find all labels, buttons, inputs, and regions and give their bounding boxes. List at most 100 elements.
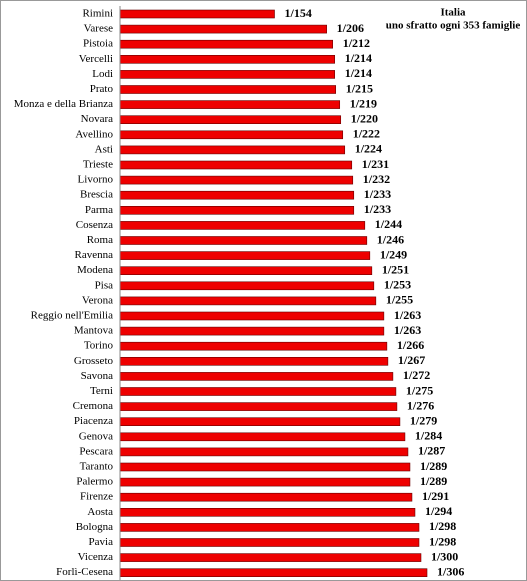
category-label: Palermo: [76, 476, 113, 488]
bar: [119, 54, 335, 64]
bar: [119, 417, 401, 427]
category-label: Aosta: [87, 506, 113, 518]
category-label: Cosenza: [76, 219, 113, 231]
value-label: 1/306: [437, 564, 464, 578]
category-label: Parma: [85, 204, 113, 216]
bar: [119, 100, 341, 109]
bar: [119, 281, 375, 291]
category-label: Taranto: [80, 461, 114, 473]
value-label: 1/294: [425, 504, 452, 518]
bar: [119, 130, 344, 140]
value-label: 1/214: [345, 66, 372, 80]
bar: [119, 311, 385, 321]
value-label: 1/263: [394, 308, 421, 322]
category-label: Novara: [81, 113, 113, 125]
category-label: Ravenna: [75, 249, 114, 261]
bar: [119, 326, 385, 336]
value-label: 1/222: [353, 127, 380, 141]
value-label: 1/232: [363, 172, 390, 186]
category-label: Mantova: [74, 325, 113, 337]
bar: [119, 447, 409, 457]
category-label: Pistoia: [83, 38, 113, 50]
category-label: Reggio nell'Emilia: [31, 310, 113, 322]
bar: [119, 296, 377, 306]
bar: [119, 507, 416, 517]
value-label: 1/263: [394, 323, 421, 337]
bar: [119, 9, 275, 19]
value-label: 1/255: [386, 293, 413, 307]
value-label: 1/220: [351, 111, 378, 125]
bar: [119, 538, 420, 547]
bar: [119, 402, 398, 411]
value-label: 1/266: [397, 338, 424, 352]
value-label: 1/284: [415, 429, 442, 443]
category-label: Pavia: [89, 536, 114, 548]
bar: [119, 553, 422, 562]
value-label: 1/291: [422, 489, 449, 503]
bar: [119, 462, 411, 472]
bar: [119, 206, 355, 215]
value-label: 1/244: [375, 217, 402, 231]
bar: [119, 190, 355, 200]
value-label: 1/219: [350, 96, 377, 110]
category-label: Terni: [90, 385, 113, 397]
category-label: Firenze: [80, 491, 113, 503]
category-label: Modena: [77, 264, 113, 276]
bar: [119, 372, 394, 381]
category-label: Savona: [81, 370, 114, 382]
value-label: 1/275: [406, 383, 433, 397]
bar: [119, 39, 333, 49]
category-label: Prato: [90, 83, 114, 95]
category-label: Vercelli: [79, 53, 113, 65]
category-label: Roma: [87, 234, 113, 246]
annotation: Italia: [440, 7, 466, 19]
bar: [119, 24, 327, 34]
value-label: 1/233: [364, 187, 391, 201]
category-label: Pisa: [95, 279, 113, 291]
bar: [119, 341, 388, 351]
bar: [119, 266, 373, 276]
bar: [119, 568, 428, 578]
value-label: 1/233: [364, 202, 391, 216]
value-label: 1/272: [403, 368, 430, 382]
category-label: Avellino: [75, 128, 113, 140]
value-label: 1/251: [382, 262, 409, 276]
category-label: Asti: [95, 143, 113, 155]
bar: [119, 145, 346, 155]
value-label: 1/249: [380, 247, 407, 261]
bar: [119, 236, 368, 245]
value-label: 1/154: [285, 6, 312, 20]
bar: [119, 523, 420, 532]
category-label: Grosseto: [74, 355, 114, 367]
value-label: 1/289: [420, 459, 447, 473]
category-label: Livorno: [78, 174, 114, 186]
category-label: Brescia: [80, 189, 113, 201]
bar: [119, 160, 353, 170]
category-label: Genova: [79, 430, 113, 442]
value-label: 1/287: [418, 444, 445, 458]
category-label: Trieste: [83, 159, 113, 171]
bar: [119, 85, 337, 94]
bar: [119, 387, 397, 396]
value-label: 1/246: [377, 232, 404, 246]
bar: [119, 492, 413, 502]
value-label: 1/212: [343, 36, 370, 50]
bar: [119, 221, 366, 230]
category-label: Forlì-Cesena: [56, 566, 113, 578]
annotation: uno sfratto ogni 353 famiglie: [386, 20, 521, 32]
category-label: Bologna: [76, 521, 113, 533]
bar: [119, 251, 371, 260]
value-label: 1/298: [429, 534, 456, 548]
bar: [119, 356, 389, 366]
value-label: 1/279: [410, 413, 437, 427]
category-label: Pescara: [79, 445, 113, 457]
bar: [119, 175, 354, 185]
value-label: 1/253: [384, 278, 411, 292]
bar: [119, 477, 411, 487]
value-label: 1/298: [429, 519, 456, 533]
category-label: Vicenza: [78, 551, 113, 563]
category-label: Piacenza: [74, 415, 113, 427]
category-label: Lodi: [92, 68, 113, 80]
category-label: Monza e della Brianza: [14, 98, 113, 110]
